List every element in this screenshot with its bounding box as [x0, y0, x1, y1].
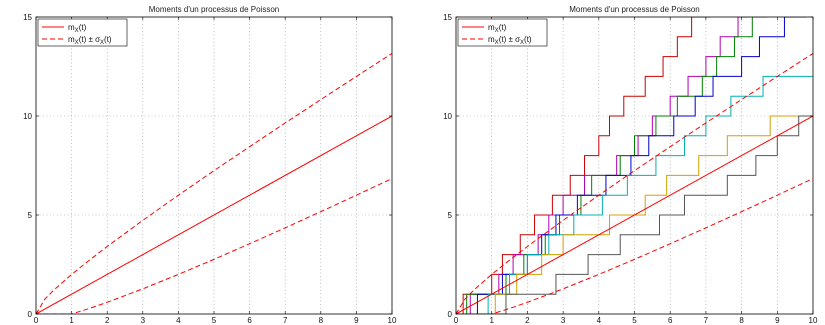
- x-tick-label: 10: [388, 316, 397, 325]
- x-tick-label: 8: [319, 316, 324, 325]
- legend-box: [457, 18, 548, 47]
- lower-bound-line: [36, 178, 392, 314]
- x-tick-label: 3: [561, 316, 566, 325]
- sample-path-5: [456, 75, 813, 314]
- sample-path-6: [456, 115, 813, 314]
- x-tick-label: 0: [454, 316, 459, 325]
- y-tick-label: 0: [28, 310, 33, 319]
- y-tick-label: 0: [448, 310, 453, 319]
- upper-bound-line: [456, 53, 813, 314]
- legend-label-2: mX(t) ± σX(t): [488, 35, 532, 46]
- mean-line: [456, 115, 813, 314]
- x-tick-label: 6: [668, 316, 673, 325]
- lower-bound-line: [456, 178, 813, 314]
- sample-path-7: [456, 115, 813, 314]
- y-tick-label: 5: [28, 211, 33, 220]
- legend: mX(t)mX(t) ± σX(t): [37, 18, 128, 47]
- x-tick-label: 5: [632, 316, 637, 325]
- grid: [36, 17, 392, 314]
- legend-label-1: mX(t): [68, 23, 87, 34]
- plot-content: [456, 17, 813, 314]
- x-tick-label: 9: [354, 316, 359, 325]
- x-tick-label: 0: [34, 316, 39, 325]
- plot-content: [36, 53, 392, 314]
- x-tick-label: 3: [141, 316, 146, 325]
- upper-bound-line: [36, 53, 392, 314]
- x-tick-label: 1: [69, 316, 74, 325]
- legend: mX(t)mX(t) ± σX(t): [457, 18, 548, 47]
- grid: [456, 17, 813, 314]
- y-tick-label: 5: [448, 211, 453, 220]
- chart-title: Moments d'un processus de Poisson: [149, 5, 279, 14]
- legend-label-1: mX(t): [488, 23, 507, 34]
- x-tick-label: 4: [597, 316, 602, 325]
- y-tick-label: 15: [443, 13, 452, 22]
- y-tick-label: 15: [23, 13, 32, 22]
- x-tick-label: 7: [283, 316, 288, 325]
- x-tick-label: 8: [739, 316, 744, 325]
- chart-title: Moments d'un processus de Poisson: [569, 5, 699, 14]
- mean-line: [36, 115, 392, 314]
- legend-label-2: mX(t) ± σX(t): [68, 35, 112, 46]
- y-tick-label: 10: [23, 112, 32, 121]
- x-tick-label: 6: [247, 316, 252, 325]
- legend-box: [37, 18, 128, 47]
- x-tick-label: 5: [212, 316, 217, 325]
- chart-panel-1: Moments d'un processus de Poisson 0 1 2 3 4 5 6…: [23, 5, 397, 325]
- chart-panel-2: Moments d'un processus de Poisson 0 1 2 3 4 5 6…: [443, 5, 818, 325]
- x-tick-label: 2: [105, 316, 110, 325]
- x-tick-label: 2: [525, 316, 530, 325]
- x-tick-label: 9: [775, 316, 780, 325]
- x-tick-label: 7: [704, 316, 709, 325]
- y-tick-label: 10: [443, 112, 452, 121]
- x-tick-label: 10: [809, 316, 818, 325]
- x-tick-label: 4: [176, 316, 181, 325]
- x-tick-label: 1: [489, 316, 494, 325]
- sample-path-3: [456, 17, 768, 314]
